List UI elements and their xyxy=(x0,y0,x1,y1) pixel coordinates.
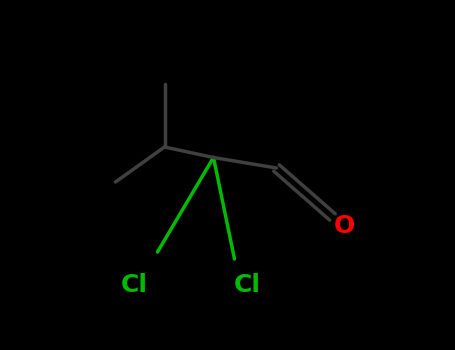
Text: Cl: Cl xyxy=(233,273,260,297)
Text: Cl: Cl xyxy=(121,273,148,297)
Text: O: O xyxy=(334,214,355,238)
